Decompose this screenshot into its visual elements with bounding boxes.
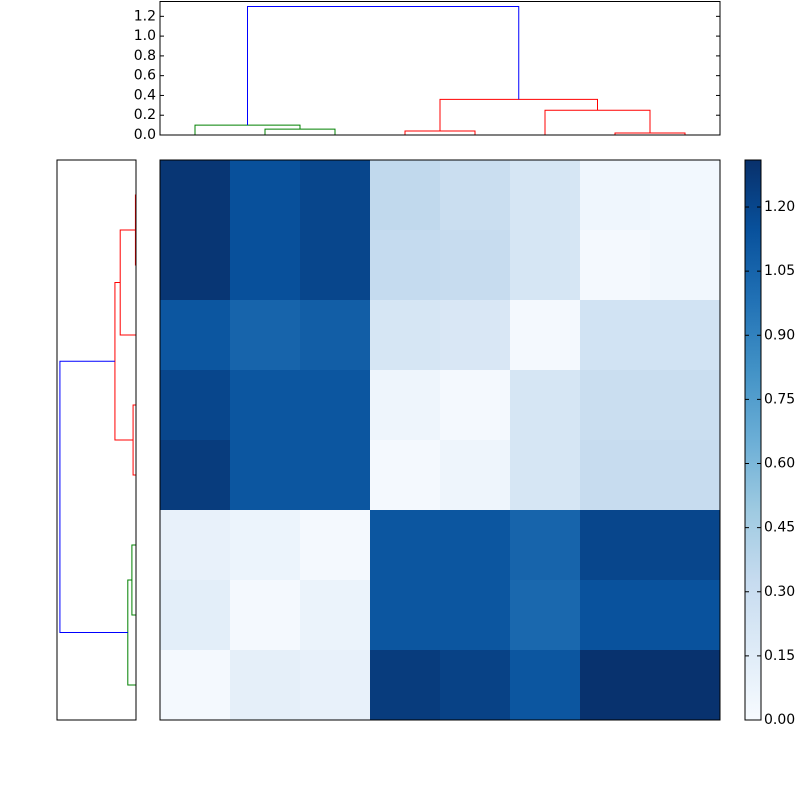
heatmap-cell [370, 370, 441, 441]
heatmap-cell [510, 160, 581, 231]
heatmap-cell [230, 650, 301, 721]
heatmap-cell [230, 300, 301, 371]
dendrogram-link [544, 109, 651, 135]
dendrogram-link [194, 124, 301, 135]
heatmap-cell [510, 300, 581, 371]
axes-frame [159, 159, 721, 721]
heatmap-cell [160, 510, 231, 581]
heatmap-cell [300, 370, 371, 441]
heatmap-cell [580, 580, 651, 651]
heatmap-cell [650, 440, 721, 511]
heatmap-cell [160, 370, 231, 441]
heatmap-cell [580, 160, 651, 231]
colorbar-tick-label: 0.15 [764, 648, 795, 664]
heatmap-cell [580, 440, 651, 511]
heatmap-cell [650, 300, 721, 371]
heatmap-cell [230, 580, 301, 651]
heatmap-cell [580, 650, 651, 721]
heatmap-cell [510, 650, 581, 721]
dendrogram-link [404, 130, 476, 135]
heatmap-cell [580, 230, 651, 301]
heatmap-cell [370, 230, 441, 301]
y-tick-label: 0.0 [134, 127, 156, 143]
heatmap-cell [440, 510, 511, 581]
colorbar-tick-label: 0.90 [764, 327, 795, 343]
heatmap-cell [230, 510, 301, 581]
heatmap-cell [300, 510, 371, 581]
axes-frame [159, 1, 721, 136]
heatmap-cell [300, 160, 371, 231]
y-tick-label: 0.6 [134, 68, 156, 84]
y-tick-label: 0.4 [134, 87, 156, 103]
y-tick-label: 1.2 [134, 8, 156, 24]
y-tick-label: 0.8 [134, 48, 156, 64]
heatmap-cell [440, 650, 511, 721]
heatmap-cell [510, 510, 581, 581]
axes-frame [56, 159, 137, 721]
dendrogram-link [59, 360, 128, 633]
heatmap-cell [510, 370, 581, 441]
heatmap-cell [650, 650, 721, 721]
heatmap-cell [510, 230, 581, 301]
dendrogram-link [119, 229, 136, 336]
heatmap-cell [580, 510, 651, 581]
colorbar-tick-label: 0.60 [764, 456, 795, 472]
heatmap-cell [440, 580, 511, 651]
colorbar-tick-label: 1.20 [764, 199, 795, 215]
dendrogram-link [247, 5, 520, 126]
heatmap-cell [580, 370, 651, 441]
heatmap-cell [300, 650, 371, 721]
heatmap-cell [440, 230, 511, 301]
y-tick-label: 1.0 [134, 28, 156, 44]
heatmap-cell [370, 300, 441, 371]
colorbar-tick-label: 0.45 [764, 520, 795, 536]
heatmap-cell [650, 580, 721, 651]
heatmap-cell [370, 440, 441, 511]
heatmap-cell [160, 580, 231, 651]
heatmap-cell [440, 300, 511, 371]
heatmap-cell [230, 230, 301, 301]
heatmap-cell [230, 440, 301, 511]
dendrogram-link [439, 98, 598, 132]
heatmap-cell [160, 230, 231, 301]
colorbar-tick-label: 0.30 [764, 584, 795, 600]
colorbar-tick-label: 0.00 [764, 712, 795, 728]
heatmap-cell [300, 440, 371, 511]
heatmap-cell [370, 580, 441, 651]
colorbar-tick-label: 0.75 [764, 391, 795, 407]
heatmap-cell [650, 370, 721, 441]
heatmap-cell [650, 510, 721, 581]
heatmap-cell [580, 300, 651, 371]
heatmap-cell [300, 230, 371, 301]
heatmap-cell [440, 370, 511, 441]
heatmap-cell [440, 160, 511, 231]
heatmap-cell [230, 370, 301, 441]
heatmap-cell [160, 440, 231, 511]
heatmap-cell [370, 510, 441, 581]
dendrogram-link [264, 128, 336, 135]
heatmap-cell [650, 230, 721, 301]
heatmap-cell [370, 160, 441, 231]
heatmap-cell [160, 160, 231, 231]
heatmap-cell [160, 300, 231, 371]
heatmap-cell [230, 160, 301, 231]
heatmap-cell [160, 650, 231, 721]
heatmap-cell [300, 580, 371, 651]
dendrogram-link [114, 282, 134, 441]
heatmap-cell [300, 300, 371, 371]
heatmap-cell [510, 580, 581, 651]
heatmap-cell [440, 440, 511, 511]
heatmap-cell [370, 650, 441, 721]
colorbar-tick-label: 1.05 [764, 263, 795, 279]
colorbar [744, 159, 762, 721]
dendrogram-link [131, 544, 136, 616]
heatmap-cell [650, 160, 721, 231]
y-tick-label: 0.2 [134, 107, 156, 123]
heatmap-cell [510, 440, 581, 511]
